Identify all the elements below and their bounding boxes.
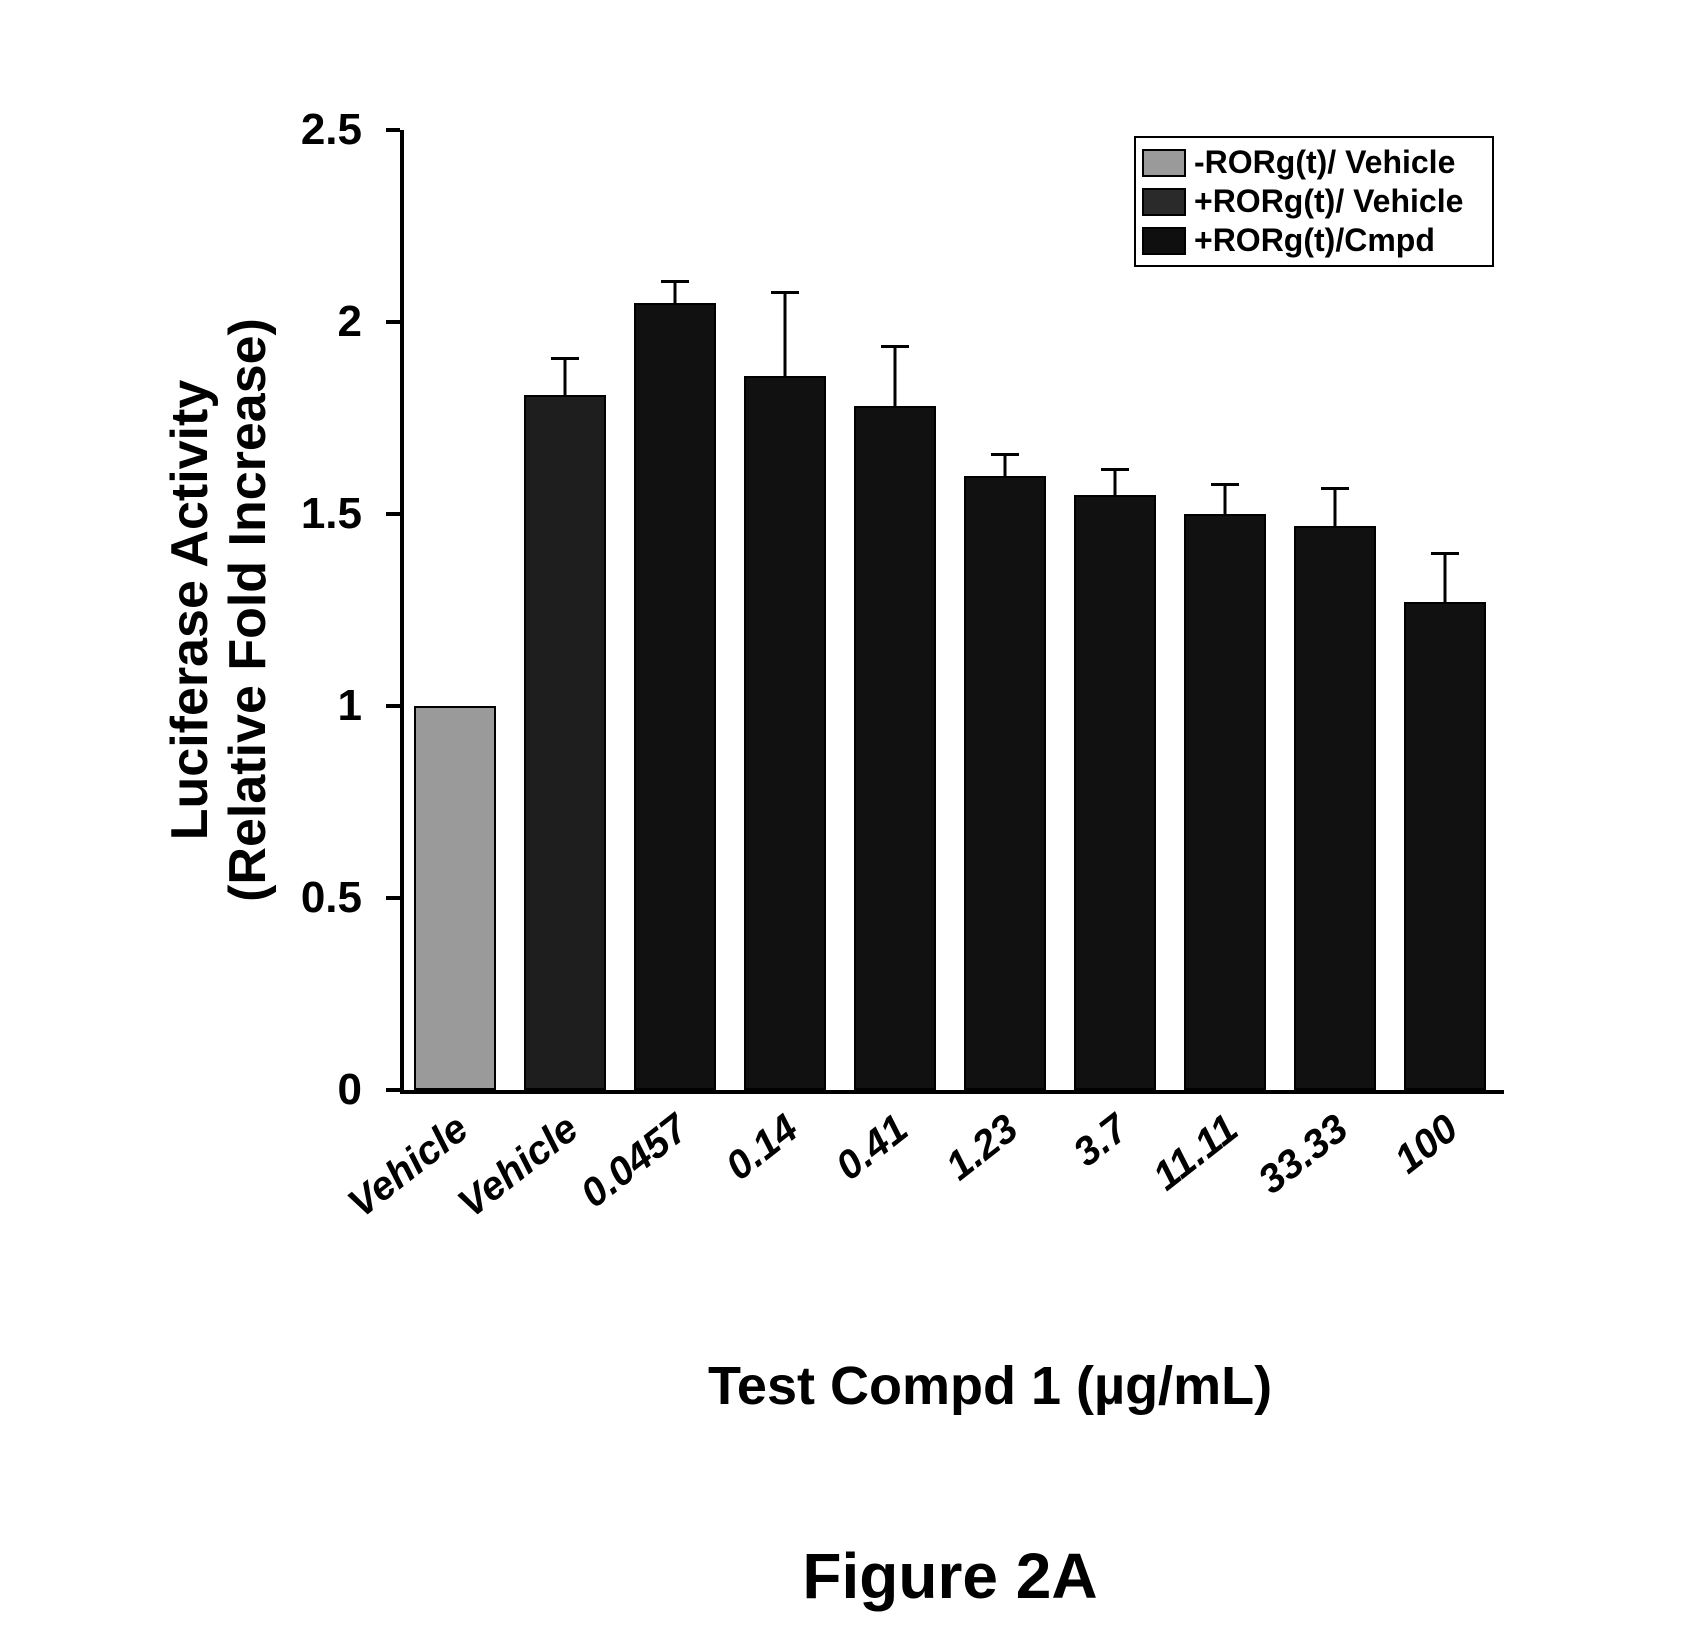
x-tick-label: 100	[1387, 1106, 1467, 1183]
legend-swatch	[1142, 188, 1186, 216]
x-tick-label: Vehicle	[450, 1106, 587, 1227]
bar	[634, 303, 715, 1090]
legend-item: +RORg(t)/Cmpd	[1142, 222, 1486, 259]
y-tick	[386, 704, 400, 708]
bar	[964, 476, 1045, 1090]
legend-swatch	[1142, 227, 1186, 255]
bar	[1074, 495, 1155, 1090]
legend: -RORg(t)/ Vehicle+RORg(t)/ Vehicle+RORg(…	[1134, 136, 1494, 267]
bar-chart: 00.511.522.5 VehicleVehicle0.04570.140.4…	[140, 130, 1540, 1490]
bar	[1404, 602, 1485, 1090]
y-tick-label: 2.5	[140, 105, 362, 155]
y-tick	[386, 896, 400, 900]
figure-caption: Figure 2A	[802, 1539, 1097, 1613]
legend-item: -RORg(t)/ Vehicle	[1142, 144, 1486, 181]
x-tick-label: 11.11	[1145, 1106, 1247, 1199]
bar	[414, 706, 495, 1090]
x-tick-label: 0.41	[828, 1106, 917, 1189]
x-axis-label: Test Compd 1 (µg/mL)	[708, 1355, 1272, 1417]
y-tick	[386, 1088, 400, 1092]
y-tick	[386, 128, 400, 132]
bar	[524, 395, 605, 1090]
figure-stage: 00.511.522.5 VehicleVehicle0.04570.140.4…	[0, 0, 1685, 1650]
y-axis-label-line1: Luciferase Activity	[160, 380, 220, 840]
x-tick-label: 33.33	[1250, 1106, 1357, 1203]
legend-label: -RORg(t)/ Vehicle	[1194, 144, 1455, 181]
y-axis-label-line2: (Relative Fold Increase)	[218, 318, 278, 902]
bar	[854, 406, 935, 1090]
x-tick-label: 1.23	[938, 1106, 1027, 1189]
bar	[1184, 514, 1265, 1090]
legend-item: +RORg(t)/ Vehicle	[1142, 183, 1486, 220]
x-tick-label: 3.7	[1065, 1106, 1137, 1176]
y-tick-label: 0	[140, 1065, 362, 1115]
bar	[744, 376, 825, 1090]
x-tick-label: 0.14	[718, 1106, 807, 1189]
x-tick-label: 0.0457	[573, 1106, 697, 1217]
legend-swatch	[1142, 149, 1186, 177]
bar	[1294, 526, 1375, 1090]
y-tick	[386, 320, 400, 324]
y-tick	[386, 512, 400, 516]
legend-label: +RORg(t)/ Vehicle	[1194, 183, 1463, 220]
legend-label: +RORg(t)/Cmpd	[1194, 222, 1435, 259]
x-tick-label: Vehicle	[340, 1106, 477, 1227]
